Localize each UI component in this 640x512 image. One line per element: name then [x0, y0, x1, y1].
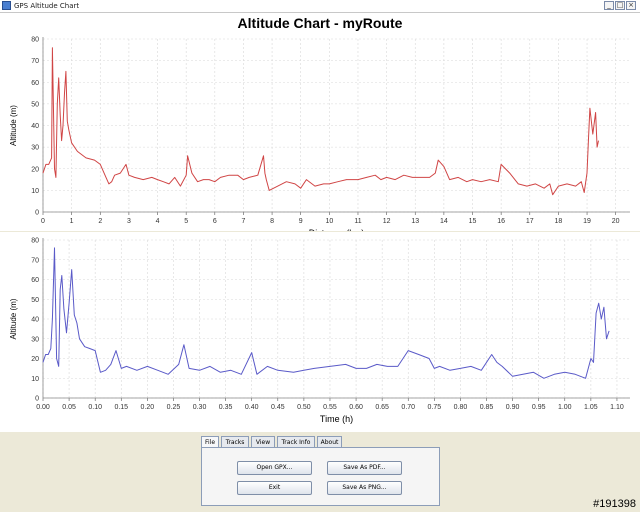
x-tick-label: 12 [383, 218, 391, 225]
tab-about[interactable]: About [317, 436, 342, 448]
minimize-button[interactable]: _ [604, 1, 614, 10]
x-tick-label: 10 [325, 218, 333, 225]
x-tick-label: 17 [526, 218, 534, 225]
time-altitude-series-line [42, 247, 610, 379]
title-bar: GPS Altitude Chart _ □ × [0, 0, 640, 13]
distance-altitude-series-line [42, 47, 599, 196]
maximize-button[interactable]: □ [615, 1, 625, 10]
y-tick-label: 0 [35, 210, 39, 217]
tab-file[interactable]: File [201, 436, 219, 449]
y-tick-label: 60 [31, 277, 39, 284]
x-tick-label: 8 [270, 218, 274, 225]
x-tick-label: 0.05 [62, 404, 76, 411]
x-tick-label: 18 [555, 218, 563, 225]
x-tick-label: 6 [213, 218, 217, 225]
x-tick-label: 0.25 [167, 404, 181, 411]
y-tick-label: 30 [31, 336, 39, 343]
x-tick-label: 4 [156, 218, 160, 225]
x-tick-label: 0.50 [297, 404, 311, 411]
open-gpx-button[interactable]: Open GPX... [237, 461, 312, 475]
x-tick-label: 0.15 [114, 404, 128, 411]
tab-view[interactable]: View [251, 436, 275, 448]
x-tick-label: 1.05 [584, 404, 598, 411]
x-tick-label: 0.85 [480, 404, 494, 411]
y-tick-label: 40 [31, 317, 39, 324]
x-tick-label: 0.10 [88, 404, 102, 411]
y-tick-label: 0 [35, 396, 39, 403]
x-tick-label: 0.75 [428, 404, 442, 411]
y-tick-label: 80 [31, 37, 39, 44]
x-tick-label: 11 [354, 218, 361, 225]
x-tick-label: 0.30 [193, 404, 207, 411]
x-tick-label: 1.00 [558, 404, 572, 411]
exit-button[interactable]: Exit [237, 481, 312, 495]
x-tick-label: 0.40 [245, 404, 259, 411]
x-tick-label: 0.20 [141, 404, 155, 411]
window-title: GPS Altitude Chart [14, 2, 80, 10]
save-pdf-button[interactable]: Save As PDF... [327, 461, 402, 475]
y-tick-label: 10 [31, 376, 39, 383]
y-tick-label: 80 [31, 238, 39, 245]
y-tick-label: 60 [31, 80, 39, 87]
x-tick-label: 7 [241, 218, 245, 225]
x-tick-label: 0.35 [219, 404, 233, 411]
x-tick-label: 0.00 [36, 404, 50, 411]
x-tick-label: 20 [612, 218, 620, 225]
x-tick-label: 0.80 [454, 404, 468, 411]
distance-chart-panel: Altitude Chart - myRoute 0 10 20 30 40 50 60 70… [0, 13, 640, 231]
y-tick-label: 40 [31, 123, 39, 130]
x-tick-label: 15 [469, 218, 477, 225]
y-tick-label: 50 [31, 297, 39, 304]
x-tick-label: 13 [411, 218, 419, 225]
x-axis-label: Distance (km) [309, 228, 365, 231]
tab-tracks[interactable]: Tracks [221, 436, 249, 448]
x-tick-label: 0 [41, 218, 45, 225]
y-tick-label: 70 [31, 58, 39, 65]
x-axis-label: Time (h) [320, 414, 353, 424]
save-png-button[interactable]: Save As PNG... [327, 481, 402, 495]
time-chart: 0 10 20 30 40 50 60 70 80 0.00 0.05 0.10 0.15 0.20 0.2… [9, 238, 630, 424]
y-tick-label: 50 [31, 101, 39, 108]
x-tick-label: 0.45 [271, 404, 285, 411]
x-tick-label: 1 [70, 218, 74, 225]
y-axis-label: Altitude (m) [9, 298, 18, 339]
y-tick-label: 70 [31, 257, 39, 264]
x-tick-label: 0.95 [532, 404, 546, 411]
y-axis-label: Altitude (m) [9, 105, 18, 146]
tab-track-info[interactable]: Track Info [277, 436, 315, 448]
x-tick-label: 3 [127, 218, 131, 225]
time-chart-panel: 0 10 20 30 40 50 60 70 80 0.00 0.05 0.10 0.15 0.20 0.2… [0, 232, 640, 432]
x-tick-label: 14 [440, 218, 448, 225]
x-tick-label: 0.65 [375, 404, 389, 411]
chart-title: Altitude Chart - myRoute [237, 15, 403, 31]
x-tick-label: 0.70 [401, 404, 415, 411]
y-tick-label: 20 [31, 356, 39, 363]
y-tick-label: 10 [31, 188, 39, 195]
x-tick-label: 2 [98, 218, 102, 225]
x-tick-label: 0.60 [349, 404, 363, 411]
close-button[interactable]: × [626, 1, 636, 10]
x-tick-label: 16 [497, 218, 505, 225]
x-tick-label: 0.55 [323, 404, 337, 411]
x-tick-label: 19 [583, 218, 591, 225]
watermark-text: #191398 [593, 498, 636, 510]
x-tick-label: 9 [299, 218, 303, 225]
y-tick-label: 20 [31, 166, 39, 173]
x-tick-label: 5 [184, 218, 188, 225]
app-icon [2, 1, 11, 10]
y-tick-label: 30 [31, 145, 39, 152]
file-tab-panel: Open GPX... Save As PDF... Exit Save As … [201, 447, 440, 506]
x-tick-label: 0.90 [506, 404, 520, 411]
x-tick-label: 1.10 [610, 404, 624, 411]
